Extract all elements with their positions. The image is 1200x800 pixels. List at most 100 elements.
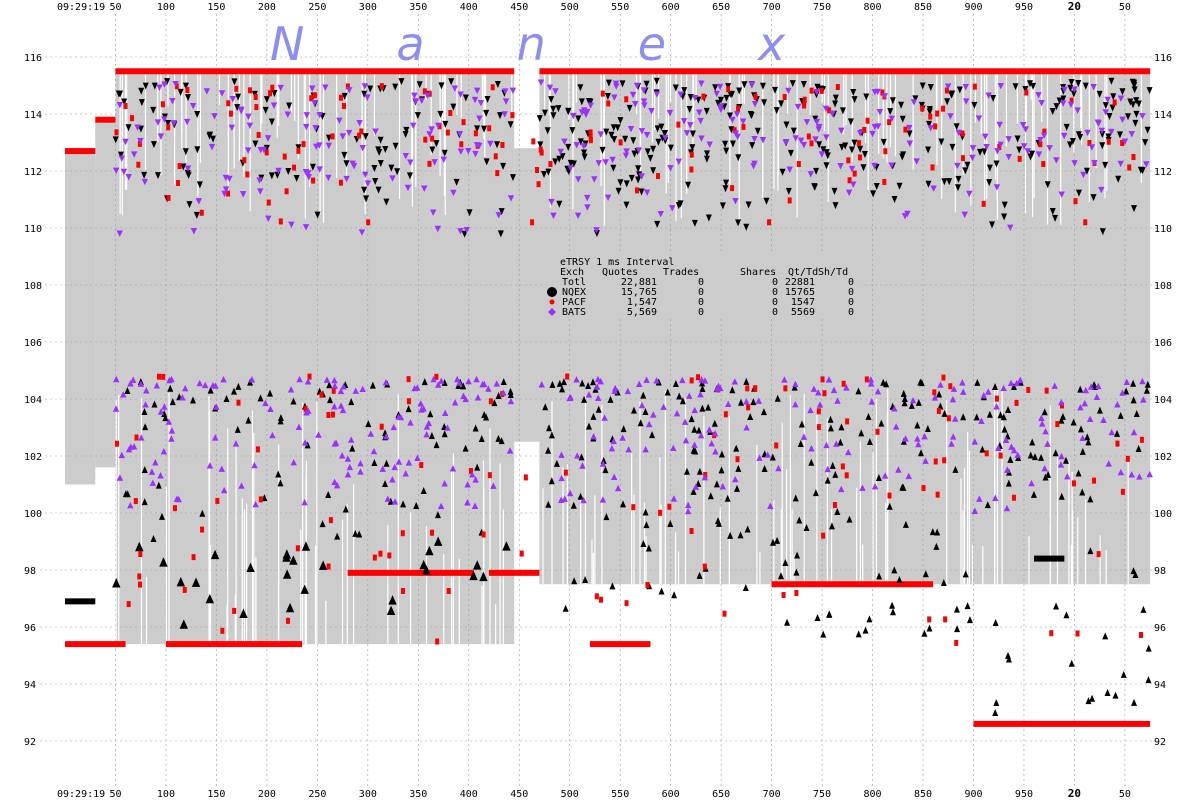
nqex-quote xyxy=(400,500,407,508)
pacf-quote xyxy=(864,376,869,383)
bats-quote xyxy=(405,459,413,466)
bats-quote xyxy=(402,470,409,477)
nqex-quote xyxy=(886,502,893,510)
nqex-quote xyxy=(812,489,819,497)
bats-quote xyxy=(1005,153,1012,161)
bats-quote xyxy=(914,435,921,442)
nqex-quote xyxy=(964,161,971,169)
bats-quote xyxy=(643,132,651,139)
bats-quote xyxy=(257,146,264,154)
nqex-quote xyxy=(1087,547,1094,555)
bats-quote xyxy=(1014,451,1021,458)
bats-quote xyxy=(871,482,879,490)
nqex-quote xyxy=(847,118,854,126)
bats-quote xyxy=(449,465,457,472)
pacf-quote xyxy=(345,83,350,90)
x-tick-top-2: 150 xyxy=(207,2,225,13)
pacf-quote xyxy=(794,589,799,596)
pacf-quote xyxy=(667,503,672,510)
x-axis-start-label-bottom: 09:29:19 xyxy=(57,789,105,800)
nqex-quote xyxy=(548,477,555,485)
pacf-quote xyxy=(406,376,411,383)
nqex-quote xyxy=(791,383,798,391)
nqex-quote xyxy=(235,93,242,101)
legend-value: 5569 xyxy=(791,307,815,318)
nqex-quote xyxy=(745,201,752,209)
bats-quote xyxy=(237,107,245,115)
bats-quote xyxy=(1123,378,1130,385)
bats-quote xyxy=(888,115,896,122)
pacf-quote xyxy=(419,462,424,469)
bats-quote xyxy=(1020,143,1028,150)
bats-quote xyxy=(357,460,364,467)
legend-value: 15,765 xyxy=(621,287,657,298)
bats-quote xyxy=(881,93,888,100)
y-tick-right-98: 98 xyxy=(1154,566,1166,577)
bats-quote xyxy=(346,87,353,94)
bats-quote xyxy=(172,81,179,88)
pacf-quote xyxy=(1087,139,1092,146)
bats-quote xyxy=(257,188,264,195)
bats-quote xyxy=(471,96,479,104)
bats-quote xyxy=(337,402,345,409)
nqex-quote xyxy=(176,577,185,587)
bats-quote xyxy=(350,163,358,170)
x-tick-top-11: 600 xyxy=(662,2,680,13)
nqex-quote xyxy=(889,97,896,105)
nqex-quote xyxy=(820,630,827,638)
bats-quote xyxy=(963,98,970,105)
pacf-quote xyxy=(1011,494,1016,501)
nqex-quote xyxy=(902,520,909,528)
bats-quote xyxy=(367,430,375,437)
bats-quote xyxy=(619,434,626,441)
bats-quote xyxy=(336,117,343,125)
pacf-quote xyxy=(1055,421,1060,428)
bats-quote xyxy=(457,91,464,98)
bats-quote xyxy=(506,447,514,454)
x-tick-top-15: 800 xyxy=(864,2,882,13)
bats-quote xyxy=(561,138,568,146)
bats-quote xyxy=(825,376,833,383)
nqex-quote xyxy=(1114,429,1121,437)
nqex-quote xyxy=(277,479,284,487)
nqex-quote xyxy=(301,541,311,551)
pacf-quote xyxy=(539,149,544,156)
bats-quote xyxy=(959,379,966,386)
nqex-quote xyxy=(1077,133,1084,141)
nqex-quote xyxy=(619,80,626,88)
nqex-quote xyxy=(185,94,192,102)
nqex-quote xyxy=(425,545,434,556)
pacf-quote xyxy=(689,151,694,158)
nqex-quote xyxy=(855,630,862,638)
x-tick-top-0: 50 xyxy=(109,2,121,13)
bats-quote xyxy=(1024,148,1032,155)
nqex-quote xyxy=(896,576,903,584)
bats-quote xyxy=(428,126,435,133)
bats-quote xyxy=(808,445,815,452)
bats-quote xyxy=(640,98,648,105)
pacf-quote xyxy=(783,385,788,392)
nqex-quote xyxy=(826,610,833,618)
nqex-quote xyxy=(917,378,924,386)
nqex-quote xyxy=(896,182,903,190)
pacf-quote xyxy=(722,610,727,617)
bats-quote xyxy=(602,159,609,166)
pacf-quote xyxy=(933,458,938,465)
legend-value: 0 xyxy=(698,307,704,318)
bats-quote xyxy=(1105,460,1112,467)
bats-quote xyxy=(113,167,120,175)
bats-quote xyxy=(550,212,557,220)
x-tick-bottom-3: 200 xyxy=(258,789,276,800)
bats-quote xyxy=(1022,126,1029,133)
nqex-quote xyxy=(262,106,269,114)
bats-quote xyxy=(751,135,758,143)
bats-quote xyxy=(1013,379,1020,387)
bats-quote xyxy=(624,387,632,395)
nqex-quote xyxy=(484,96,491,104)
x-tick-top-6: 350 xyxy=(409,2,427,13)
nqex-quote xyxy=(325,491,332,499)
bats-quote xyxy=(845,189,853,197)
bats-quote xyxy=(395,458,403,465)
bats-quote xyxy=(473,375,480,383)
nqex-quote xyxy=(1133,97,1140,105)
